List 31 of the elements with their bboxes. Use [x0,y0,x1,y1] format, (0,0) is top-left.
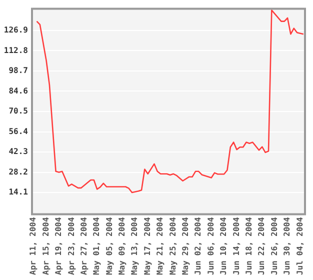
y-tick-label: 98.7 [8,66,28,76]
x-tick-label: Apr 23, 2004 [66,217,76,275]
y-tick-label: 84.6 [8,86,28,96]
x-tick-label: Jul 04, 2004 [295,217,304,275]
x-tick-label: Jun 22, 2004 [257,217,266,275]
x-tick-label: Apr 19, 2004 [54,217,64,275]
x-tick-label: May 25, 2004 [168,217,178,275]
x-tick-label: Apr 27, 2004 [79,217,88,275]
x-tick-label: May 09, 2004 [118,217,127,275]
x-tick-label: Jun 06, 2004 [206,217,216,275]
x-tick-label: May 05, 2004 [104,217,114,275]
x-tick-label: Jun 26, 2004 [270,217,279,275]
x-tick-label: May 17, 2004 [142,217,152,275]
x-tick-label: Apr 11, 2004 [28,217,38,275]
y-tick-label: 42.3 [8,147,28,156]
y-tick-label: 56.4 [8,126,28,136]
y-tick-label: 14.1 [8,188,28,197]
x-tick-label: Apr 15, 2004 [41,217,50,275]
y-tick-label: 28.2 [8,167,28,176]
x-tick-label: May 21, 2004 [156,217,165,275]
x-tick-label: May 29, 2004 [181,217,190,275]
y-tick-label: 112.8 [4,46,28,55]
x-tick-label: Jun 10, 2004 [219,217,228,275]
y-tick-label: 126.9 [4,26,28,35]
x-tick-label: May 01, 2004 [92,217,102,275]
y-tick-label: 70.5 [8,106,28,116]
x-tick-label: Jun 02, 2004 [194,217,203,275]
x-tick-label: Jun 30, 2004 [282,217,292,275]
x-tick-label: Jun 18, 2004 [244,217,254,275]
x-tick-label: Jun 14, 2004 [232,217,241,275]
x-tick-label: May 13, 2004 [130,217,140,275]
